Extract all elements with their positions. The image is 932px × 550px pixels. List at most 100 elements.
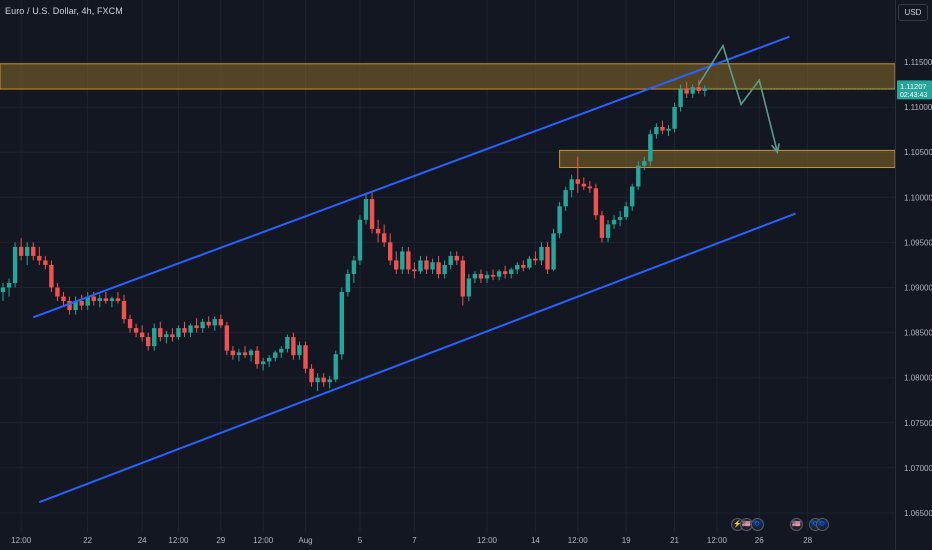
- candle-body: [375, 228, 381, 234]
- candle-body: [121, 301, 127, 320]
- candle-body: [285, 337, 290, 349]
- candle-body: [164, 334, 169, 338]
- candle-body: [587, 186, 593, 189]
- time-tick-label: 28: [803, 536, 812, 545]
- candle-body: [394, 260, 399, 270]
- price-axis[interactable]: 1.11500 1.11000 1.10500 1.10000 1.09500 1.090…: [904, 58, 932, 518]
- candle-body: [37, 255, 42, 261]
- candle-body: [630, 186, 635, 207]
- candle-body: [557, 206, 562, 234]
- candle-body: [85, 296, 90, 306]
- candle-body: [569, 179, 574, 191]
- candle-body: [642, 161, 647, 166]
- candle-body: [236, 352, 242, 356]
- candle-body: [623, 206, 629, 218]
- channel-line: [32, 35, 790, 319]
- candle-body: [79, 301, 84, 306]
- candle-body: [369, 199, 375, 229]
- price-tick-label: 1.09500: [904, 238, 932, 247]
- candle-body: [176, 328, 181, 338]
- candle-body: [206, 321, 211, 326]
- price-tick-label: 1.09000: [904, 284, 932, 293]
- candle-body: [545, 246, 550, 270]
- candle-body: [91, 296, 96, 302]
- price-tick-label: 1.08500: [904, 329, 932, 338]
- price-projection: [698, 43, 781, 154]
- candle-body: [527, 258, 532, 268]
- candle-body: [339, 292, 344, 355]
- candle-body: [611, 219, 617, 225]
- candle-body: [490, 274, 496, 277]
- currency-button[interactable]: USD: [898, 4, 928, 21]
- candle-body: [617, 217, 623, 220]
- candle-body: [254, 350, 260, 365]
- candle-body: [273, 352, 278, 358]
- time-tick-label: 21: [670, 536, 679, 545]
- candle-body: [466, 278, 472, 297]
- candle-body: [460, 260, 465, 297]
- candle-body: [242, 352, 248, 356]
- zone-rect: [559, 149, 896, 169]
- candle-body: [351, 260, 357, 274]
- candle-body: [303, 345, 308, 369]
- candle-body: [599, 215, 605, 238]
- candle-body: [309, 368, 314, 383]
- candle-body: [454, 255, 459, 261]
- candle-body: [6, 282, 12, 288]
- candle-body: [170, 334, 175, 338]
- candle-body: [248, 350, 254, 356]
- candle-body: [388, 242, 393, 261]
- candle-body: [430, 262, 435, 270]
- time-tick-label: 12:00: [253, 536, 274, 545]
- candle-body: [363, 199, 369, 220]
- time-tick-label: 29: [216, 536, 225, 545]
- eu-flag-event-icon[interactable]: 🇪🇺: [751, 518, 764, 531]
- eu-flag-event-icon[interactable]: 🇪🇺: [816, 518, 829, 531]
- candle-body: [55, 287, 60, 297]
- price-tick-label: 1.07500: [904, 419, 932, 428]
- candle-body: [581, 183, 586, 187]
- price-axis-separator: [895, 0, 896, 550]
- candle-body: [212, 319, 217, 326]
- candle-body: [702, 88, 707, 91]
- time-tick-label: Aug: [298, 536, 312, 545]
- candle-body: [31, 246, 36, 256]
- ascending-channel: [32, 35, 796, 504]
- candle-body: [61, 296, 66, 302]
- candle-body: [636, 165, 641, 187]
- candle-body: [97, 298, 102, 302]
- candle-body: [291, 337, 296, 356]
- candle-body: [139, 332, 145, 338]
- candle-body: [593, 188, 599, 216]
- candle-body: [412, 269, 417, 272]
- candle-body: [551, 233, 556, 270]
- candle-body: [442, 264, 447, 274]
- us-flag-event-icon[interactable]: 🇺🇸: [790, 518, 803, 531]
- candle-body: [509, 269, 514, 274]
- projection-arrowhead: [771, 143, 781, 154]
- candle-body: [115, 298, 121, 302]
- candle-body: [158, 328, 163, 338]
- candle-body: [12, 246, 18, 283]
- time-axis[interactable]: 1712:00222412:002912:00Aug5712:001412:00…: [0, 536, 813, 545]
- candle-body: [194, 325, 199, 329]
- candle-body: [660, 126, 665, 131]
- candle-body: [49, 264, 54, 288]
- candle-body: [533, 258, 538, 261]
- candle-body: [267, 357, 272, 362]
- candle-body: [478, 273, 484, 279]
- candle-body: [260, 361, 266, 365]
- candle-body: [406, 251, 411, 270]
- channel-line: [38, 212, 796, 504]
- candle-body: [418, 260, 423, 272]
- price-tick-label: 1.11500: [904, 58, 932, 67]
- candle-body: [381, 233, 387, 243]
- price-tick-label: 1.06500: [904, 509, 932, 518]
- candle-body: [502, 271, 508, 274]
- supply-demand-zones: [0, 63, 896, 169]
- candle-body: [436, 262, 441, 274]
- candle-body: [188, 325, 193, 333]
- candle-body: [315, 377, 320, 383]
- zone-rect: [0, 63, 896, 90]
